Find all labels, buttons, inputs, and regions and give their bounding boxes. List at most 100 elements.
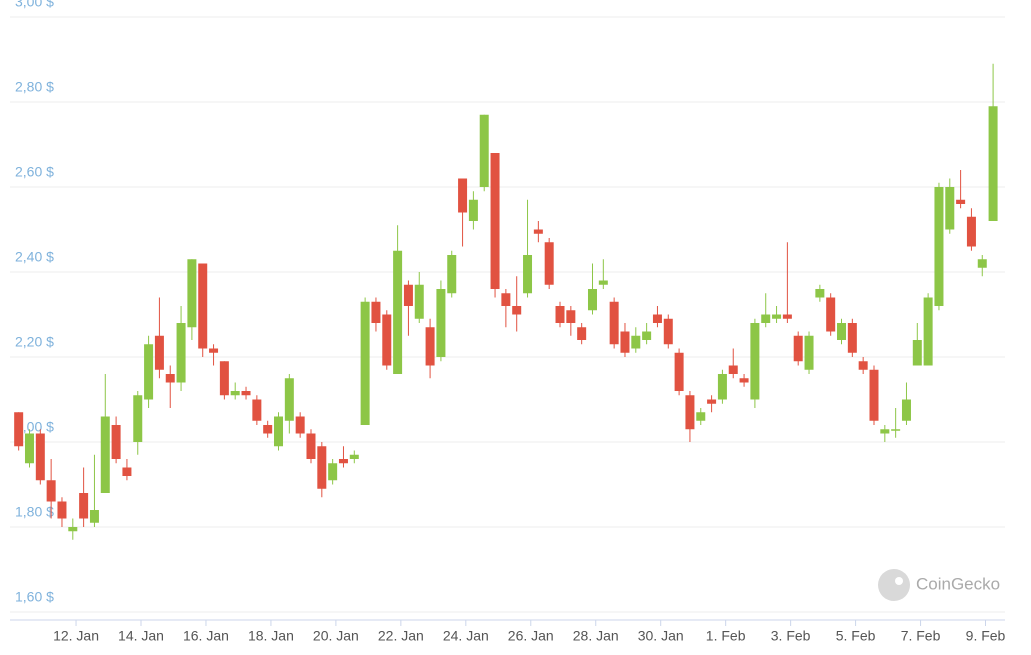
candle-body (111, 425, 121, 459)
candle-body (393, 250, 403, 374)
watermark: CoinGecko (916, 574, 1000, 593)
candle-body (826, 297, 836, 332)
candle-body (209, 348, 219, 353)
y-tick-label: 2,20 $ (15, 334, 54, 350)
x-tick-label: 24. Jan (443, 628, 489, 644)
candle-body (284, 378, 294, 421)
y-tick-label: 2,40 $ (15, 249, 54, 265)
candle-body (187, 259, 197, 328)
x-tick-label: 20. Jan (313, 628, 359, 644)
candle-body (349, 454, 359, 459)
x-tick-label: 7. Feb (901, 628, 941, 644)
candle-body (468, 199, 478, 221)
candle-body (122, 467, 132, 476)
candle-body (68, 527, 78, 532)
candle-body (295, 416, 305, 434)
candle-body (447, 255, 457, 294)
candle-body (945, 187, 955, 230)
candle-body (728, 365, 738, 374)
candle-body (24, 433, 34, 464)
candle-body (598, 280, 608, 285)
candle-body (382, 314, 392, 366)
candle-body (566, 310, 576, 323)
candle-body (403, 284, 413, 306)
candle-body (176, 323, 186, 383)
y-tick-label: 1,60 $ (15, 589, 54, 605)
candle-body (804, 335, 814, 370)
candle-body (490, 153, 500, 289)
x-tick-label: 3. Feb (771, 628, 811, 644)
candle-body (880, 429, 890, 434)
candle-body (371, 301, 381, 323)
candle-body (306, 433, 316, 459)
candle-body (739, 378, 749, 383)
candle-body (642, 331, 652, 340)
candle-body (501, 293, 511, 306)
watermark-logo (878, 569, 910, 601)
x-tick-label: 1. Feb (706, 628, 746, 644)
y-tick-label: 2,60 $ (15, 164, 54, 180)
x-tick-label: 12. Jan (53, 628, 99, 644)
candle-body (523, 255, 533, 294)
y-tick-label: 1,80 $ (15, 504, 54, 520)
candle-body (869, 369, 879, 421)
candle-body (219, 361, 229, 396)
candle-body (230, 391, 240, 396)
candle-body (717, 374, 727, 400)
candle-body (750, 323, 760, 400)
candle-body (966, 216, 976, 247)
y-tick-label: 2,80 $ (15, 79, 54, 95)
candle-body (858, 361, 868, 370)
candle-body (35, 433, 45, 481)
candle-body (479, 114, 489, 187)
candle-body (901, 399, 911, 421)
x-tick-label: 5. Feb (836, 628, 876, 644)
x-tick-label: 9. Feb (966, 628, 1006, 644)
x-tick-label: 22. Jan (378, 628, 424, 644)
candle-body (165, 374, 175, 383)
x-tick-label: 30. Jan (638, 628, 684, 644)
candle-body (544, 242, 554, 285)
candle-body (847, 323, 857, 353)
candle-body (793, 335, 803, 362)
y-tick-label: 3,00 $ (15, 0, 54, 10)
candle-body (609, 301, 619, 345)
x-tick-label: 16. Jan (183, 628, 229, 644)
candle-body (631, 335, 641, 349)
candle-body (144, 344, 154, 400)
candle-body (79, 493, 89, 519)
candle-body (891, 429, 901, 431)
candle-body (436, 289, 446, 357)
candle-body (46, 480, 56, 502)
candle-body (360, 301, 370, 425)
candle-body (815, 289, 825, 298)
candle-body (425, 327, 435, 366)
candle-body (252, 399, 262, 421)
x-tick-label: 26. Jan (508, 628, 554, 644)
x-tick-label: 14. Jan (118, 628, 164, 644)
candle-body (414, 284, 424, 319)
candle-body (934, 187, 944, 306)
candle-body (977, 259, 987, 268)
candle-body (512, 306, 522, 315)
candle-body (317, 446, 327, 489)
candle-body (587, 289, 597, 311)
candle-body (674, 352, 684, 391)
candle-body (555, 306, 565, 323)
candle-body (761, 314, 771, 323)
candle-body (241, 391, 251, 396)
candle-body (652, 314, 662, 323)
candle-body (89, 510, 99, 523)
candle-body (696, 412, 706, 421)
candle-body (707, 399, 717, 404)
x-tick-label: 18. Jan (248, 628, 294, 644)
candle-body (956, 199, 966, 204)
candle-body (133, 395, 143, 442)
y-tick-label: 2,00 $ (15, 419, 54, 435)
candle-body (328, 463, 338, 481)
candle-body (923, 297, 933, 366)
candle-body (274, 416, 284, 447)
candle-body (533, 229, 543, 234)
candle-body (837, 323, 847, 340)
candle-body (577, 327, 587, 340)
